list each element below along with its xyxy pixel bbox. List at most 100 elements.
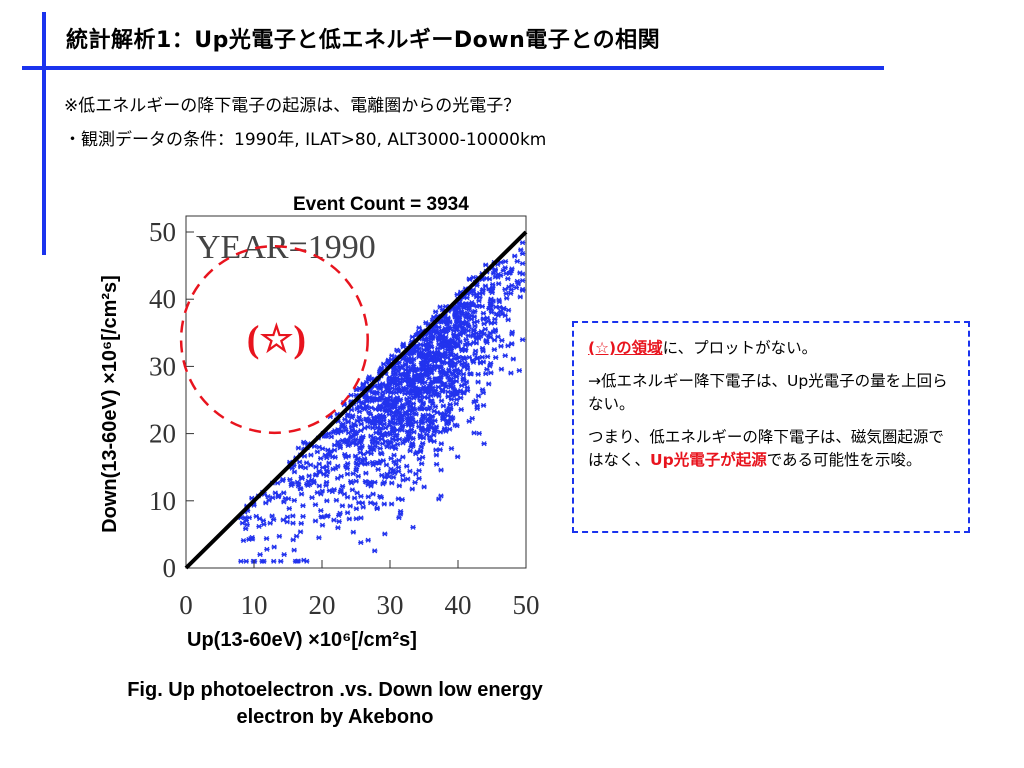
data-point [395, 417, 401, 423]
data-point [400, 454, 406, 460]
data-point [378, 425, 384, 431]
data-point [270, 495, 276, 501]
data-point [389, 429, 395, 435]
data-point [455, 304, 461, 310]
data-point [359, 435, 365, 441]
data-point [474, 334, 480, 341]
data-point [369, 420, 375, 426]
data-point [300, 503, 306, 509]
data-point [312, 472, 319, 478]
conditions-text: ・観測データの条件：1990年, ILAT>80, ALT3000-10000k… [64, 130, 547, 150]
data-point [295, 445, 302, 451]
data-point [240, 537, 247, 544]
data-point [368, 483, 374, 489]
data-point [413, 411, 419, 417]
data-point [336, 518, 342, 525]
data-point [448, 417, 454, 423]
data-point [436, 324, 442, 330]
data-point [433, 424, 440, 430]
data-point [433, 452, 440, 458]
data-point [396, 410, 402, 416]
data-point [354, 386, 361, 393]
data-point [290, 520, 296, 526]
data-point [476, 303, 482, 309]
data-point [453, 401, 459, 407]
data-point [457, 314, 463, 320]
data-point [343, 427, 349, 433]
data-point [416, 475, 422, 481]
data-point [452, 312, 458, 318]
data-point [243, 558, 249, 564]
data-point [384, 471, 390, 477]
data-point [379, 416, 385, 422]
data-point [372, 548, 378, 554]
data-point [475, 379, 481, 385]
data-point [481, 441, 487, 447]
data-point [487, 363, 493, 369]
data-point [286, 505, 292, 512]
data-point [384, 385, 391, 391]
data-point [381, 479, 388, 485]
data-point [269, 513, 275, 519]
data-point [263, 500, 269, 506]
data-point [427, 436, 433, 442]
data-point [462, 342, 469, 348]
data-point [319, 522, 326, 528]
data-point [395, 464, 402, 470]
data-point [417, 397, 423, 403]
data-point [427, 404, 433, 410]
data-point [391, 400, 398, 406]
data-point [448, 349, 454, 355]
data-point [377, 450, 384, 456]
data-point [410, 524, 416, 530]
data-point [420, 440, 426, 446]
data-point [423, 370, 430, 376]
note-text-3a: つまり、低エネルギーの降下電子は、磁気圏起源ではなく、 [588, 428, 944, 469]
data-point [363, 479, 369, 485]
data-point [360, 451, 367, 457]
data-point [517, 270, 523, 276]
data-point [486, 381, 492, 387]
data-point [306, 481, 313, 488]
data-point [421, 336, 427, 342]
data-point [331, 517, 337, 523]
data-point [397, 511, 404, 517]
data-point [405, 367, 411, 373]
data-point [438, 398, 445, 404]
data-point [417, 391, 424, 397]
data-point [340, 421, 346, 427]
data-point [374, 440, 381, 446]
data-point [239, 520, 246, 526]
data-point [463, 311, 469, 317]
data-point [292, 558, 299, 564]
data-point [375, 466, 381, 473]
data-point [343, 463, 349, 469]
data-point [506, 284, 512, 290]
data-point [298, 491, 305, 497]
data-point [371, 447, 377, 453]
data-point [459, 301, 466, 307]
y-tick-label: 40 [149, 284, 176, 314]
data-point [356, 414, 362, 420]
empty-region-circle [179, 244, 369, 435]
data-point [291, 469, 298, 475]
data-point [488, 301, 495, 307]
data-point [460, 319, 466, 325]
data-point [470, 309, 476, 315]
data-point [479, 354, 485, 360]
data-point [316, 483, 323, 489]
data-point [485, 333, 492, 339]
data-point [344, 471, 351, 477]
data-point [508, 341, 515, 347]
data-point [406, 395, 413, 401]
data-point [444, 327, 450, 333]
question-text: ※低エネルギーの降下電子の起源は、電離圏からの光電子？ [64, 96, 521, 116]
data-point [476, 298, 482, 304]
data-point [420, 342, 427, 349]
data-point [441, 426, 448, 432]
data-point [390, 371, 397, 377]
data-point [474, 406, 480, 412]
data-point [479, 387, 486, 393]
data-point [291, 497, 297, 503]
data-point [507, 290, 514, 296]
